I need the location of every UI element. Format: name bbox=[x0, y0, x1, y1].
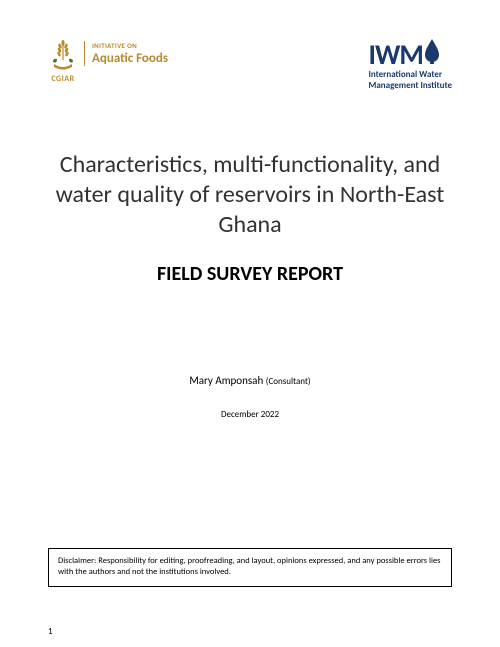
cgiar-mark: CGIAR bbox=[48, 38, 78, 84]
cgiar-aquatic-logo: CGIAR INITIATIVE ON Aquatic Foods bbox=[48, 38, 168, 84]
logo-row: CGIAR INITIATIVE ON Aquatic Foods IWM In… bbox=[48, 38, 452, 92]
document-date: December 2022 bbox=[48, 409, 452, 420]
cgiar-wheat-icon bbox=[48, 38, 78, 72]
page-number: 1 bbox=[48, 626, 53, 637]
author-name: Mary Amponsah bbox=[189, 374, 263, 387]
initiative-on-label: INITIATIVE ON bbox=[92, 41, 168, 50]
iwmi-drop-icon bbox=[424, 38, 440, 64]
iwmi-acronym: IWM bbox=[368, 38, 439, 67]
document-subtitle: FIELD SURVEY REPORT bbox=[48, 262, 452, 286]
aquatic-foods-block: INITIATIVE ON Aquatic Foods bbox=[84, 41, 168, 66]
author-role: (Consultant) bbox=[266, 376, 311, 387]
iwmi-name-line1: International Water bbox=[368, 69, 442, 80]
iwmi-letter-w: W bbox=[375, 42, 399, 67]
cgiar-org-label: CGIAR bbox=[51, 74, 74, 84]
document-title: Characteristics, multi-functionality, an… bbox=[48, 150, 452, 240]
disclaimer-box: Disclaimer: Responsibility for editing, … bbox=[48, 548, 452, 587]
iwmi-full-name: International Water Management Institute bbox=[368, 70, 452, 92]
iwmi-letter-m: M bbox=[399, 42, 422, 67]
iwmi-name-line2: Management Institute bbox=[368, 80, 452, 91]
aquatic-foods-label: Aquatic Foods bbox=[92, 51, 168, 66]
author-line: Mary Amponsah (Consultant) bbox=[48, 374, 452, 387]
iwmi-logo: IWM International Water Management Insti… bbox=[368, 38, 452, 92]
